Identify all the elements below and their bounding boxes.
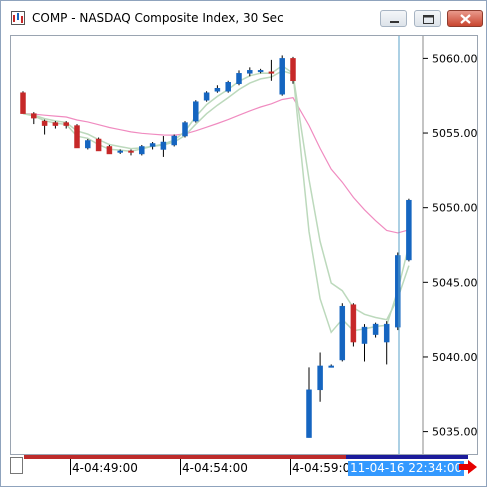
close-icon (460, 14, 471, 24)
candle-body (350, 304, 357, 343)
x-tick-label: 4-04:59:00 (292, 461, 358, 475)
candle-body (306, 389, 312, 438)
candle-body (149, 143, 156, 147)
candle-body (361, 326, 368, 344)
candle-body (41, 120, 48, 126)
price-chart[interactable]: 5060.00 5055.00 5050.00 5045.00 5040.00 5035.… (10, 35, 478, 455)
close-button[interactable] (447, 10, 483, 27)
candle-body (203, 92, 210, 101)
candle-body (247, 70, 253, 74)
y-tick-label: 5055.00 (432, 127, 477, 140)
y-tick-label: 5050.00 (432, 202, 477, 215)
history-scroll-thumb[interactable] (346, 455, 468, 459)
candle-body (52, 122, 59, 126)
candle-body (20, 92, 26, 114)
cursor-time-label: 11-04-16 22:34:00 (348, 461, 465, 476)
candle-body (225, 82, 231, 92)
candle-body (182, 122, 188, 137)
candle-body (328, 365, 334, 368)
maximize-icon (423, 15, 434, 24)
candle-body (31, 113, 37, 119)
candle-body (290, 58, 296, 82)
candle-body (214, 88, 221, 92)
candle-body (317, 365, 323, 391)
chart-window-icon (11, 11, 25, 25)
candle-body (236, 73, 242, 85)
candle-body (139, 146, 145, 155)
moving-average-line (22, 97, 410, 234)
candle-body (106, 146, 113, 155)
candle-body (74, 125, 80, 149)
y-tick-label: 5060.00 (432, 52, 477, 65)
candle-body (117, 150, 123, 153)
scroll-left-box[interactable] (10, 457, 23, 474)
candle-body (63, 122, 69, 126)
y-tick-label: 5040.00 (432, 351, 477, 364)
title-bar[interactable]: COMP - NASDAQ Composite Index, 30 Sec (1, 1, 486, 34)
x-tick (290, 459, 291, 475)
time-axis-bar: 4-04:49:00 4-04:54:00 4-04:59:00 11-04-1… (10, 455, 478, 478)
candle-body (406, 199, 412, 261)
candle-body (171, 135, 177, 146)
window-title: COMP - NASDAQ Composite Index, 30 Sec (32, 11, 284, 25)
x-tick (180, 459, 181, 475)
candlestick-plot[interactable]: 5060.00 5055.00 5050.00 5045.00 5040.00 5035.… (11, 36, 478, 454)
candle-body (257, 70, 264, 73)
minimize-icon (390, 21, 399, 23)
candle-body (395, 255, 401, 328)
scroll-right-arrow-icon[interactable] (458, 459, 478, 475)
moving-average-line (22, 69, 410, 321)
history-scroll-track[interactable] (24, 455, 346, 459)
candle-body (193, 101, 199, 122)
maximize-button[interactable] (414, 10, 441, 27)
x-tick (70, 459, 71, 475)
candle-body (85, 140, 91, 149)
candle-body (95, 138, 102, 152)
x-tick-label: 4-04:49:00 (72, 461, 138, 475)
candle-body (128, 150, 134, 153)
y-tick-label: 5035.00 (432, 426, 477, 439)
candle-body (279, 58, 285, 95)
candle-body (160, 141, 167, 150)
minimize-button[interactable] (380, 10, 407, 27)
candle-body (268, 71, 275, 74)
candle-body (339, 305, 346, 361)
candle-body (383, 323, 390, 343)
x-tick-label: 4-04:54:00 (182, 461, 248, 475)
candle-body (372, 323, 379, 335)
y-tick-label: 5045.00 (432, 276, 477, 289)
